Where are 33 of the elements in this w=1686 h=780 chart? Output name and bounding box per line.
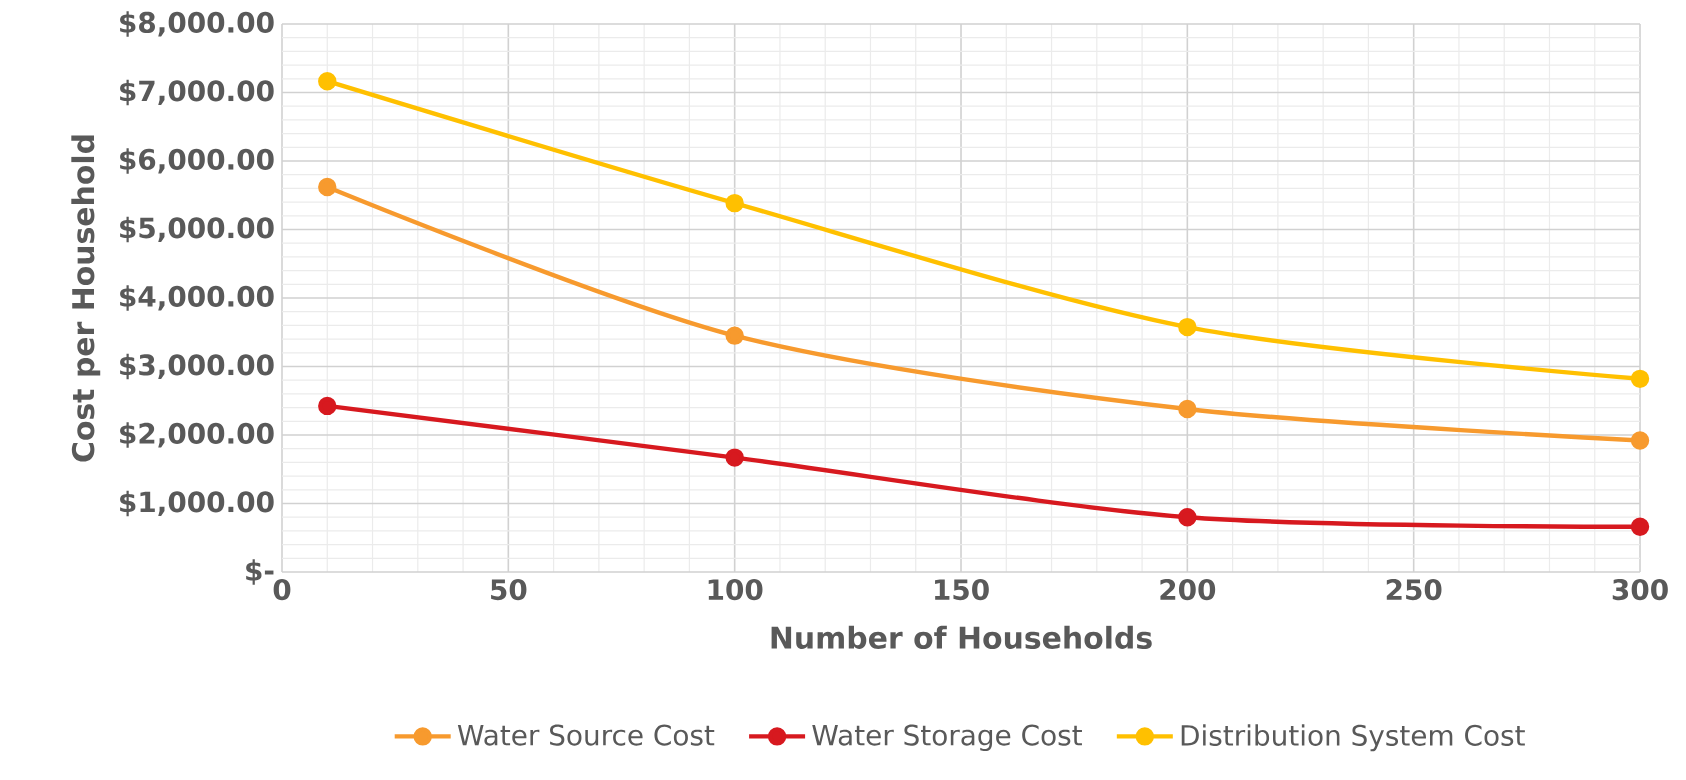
- x-tick-label: 300: [1612, 579, 1668, 601]
- point: [1630, 431, 1650, 450]
- point: [725, 326, 744, 345]
- y-axis-title: Cost per Household: [71, 135, 101, 462]
- x-tick-label: 150: [935, 579, 989, 601]
- legend-label: Water Source Cost: [457, 724, 715, 746]
- point: [725, 448, 744, 467]
- y-tick-label: $4,000.00: [120, 285, 274, 311]
- point: [318, 72, 337, 91]
- x-tick-label: 100: [708, 579, 763, 601]
- point: [1178, 508, 1197, 527]
- legend-label: Distribution System Cost: [1181, 724, 1525, 752]
- y-tick-label: $5,000.00: [120, 216, 274, 243]
- x-axis-title: Number of Households: [771, 625, 1152, 649]
- x-tick-label: 250: [1386, 579, 1442, 601]
- point: [318, 177, 337, 197]
- x-tick-label: 200: [1160, 579, 1216, 601]
- x-tick-label: 50: [491, 579, 527, 601]
- point: [1178, 317, 1197, 337]
- point: [1630, 517, 1650, 536]
- x-tick-label: 0: [273, 579, 291, 601]
- y-tick-label: $6,000.00: [120, 148, 274, 174]
- y-tick-label: $1,000.00: [120, 490, 274, 517]
- point: [318, 396, 337, 416]
- y-tick-label: $3,000.00: [120, 353, 274, 380]
- y-tick-label: $7,000.00: [120, 79, 274, 106]
- y-tick-label: $2,000.00: [120, 422, 274, 448]
- y-tick-label: $8,000.00: [120, 11, 274, 37]
- legend-label: Water Storage Cost: [812, 724, 1082, 752]
- point: [1178, 399, 1197, 419]
- y-tick-label: $-: [246, 559, 274, 585]
- point: [1630, 369, 1650, 389]
- point: [725, 193, 744, 213]
